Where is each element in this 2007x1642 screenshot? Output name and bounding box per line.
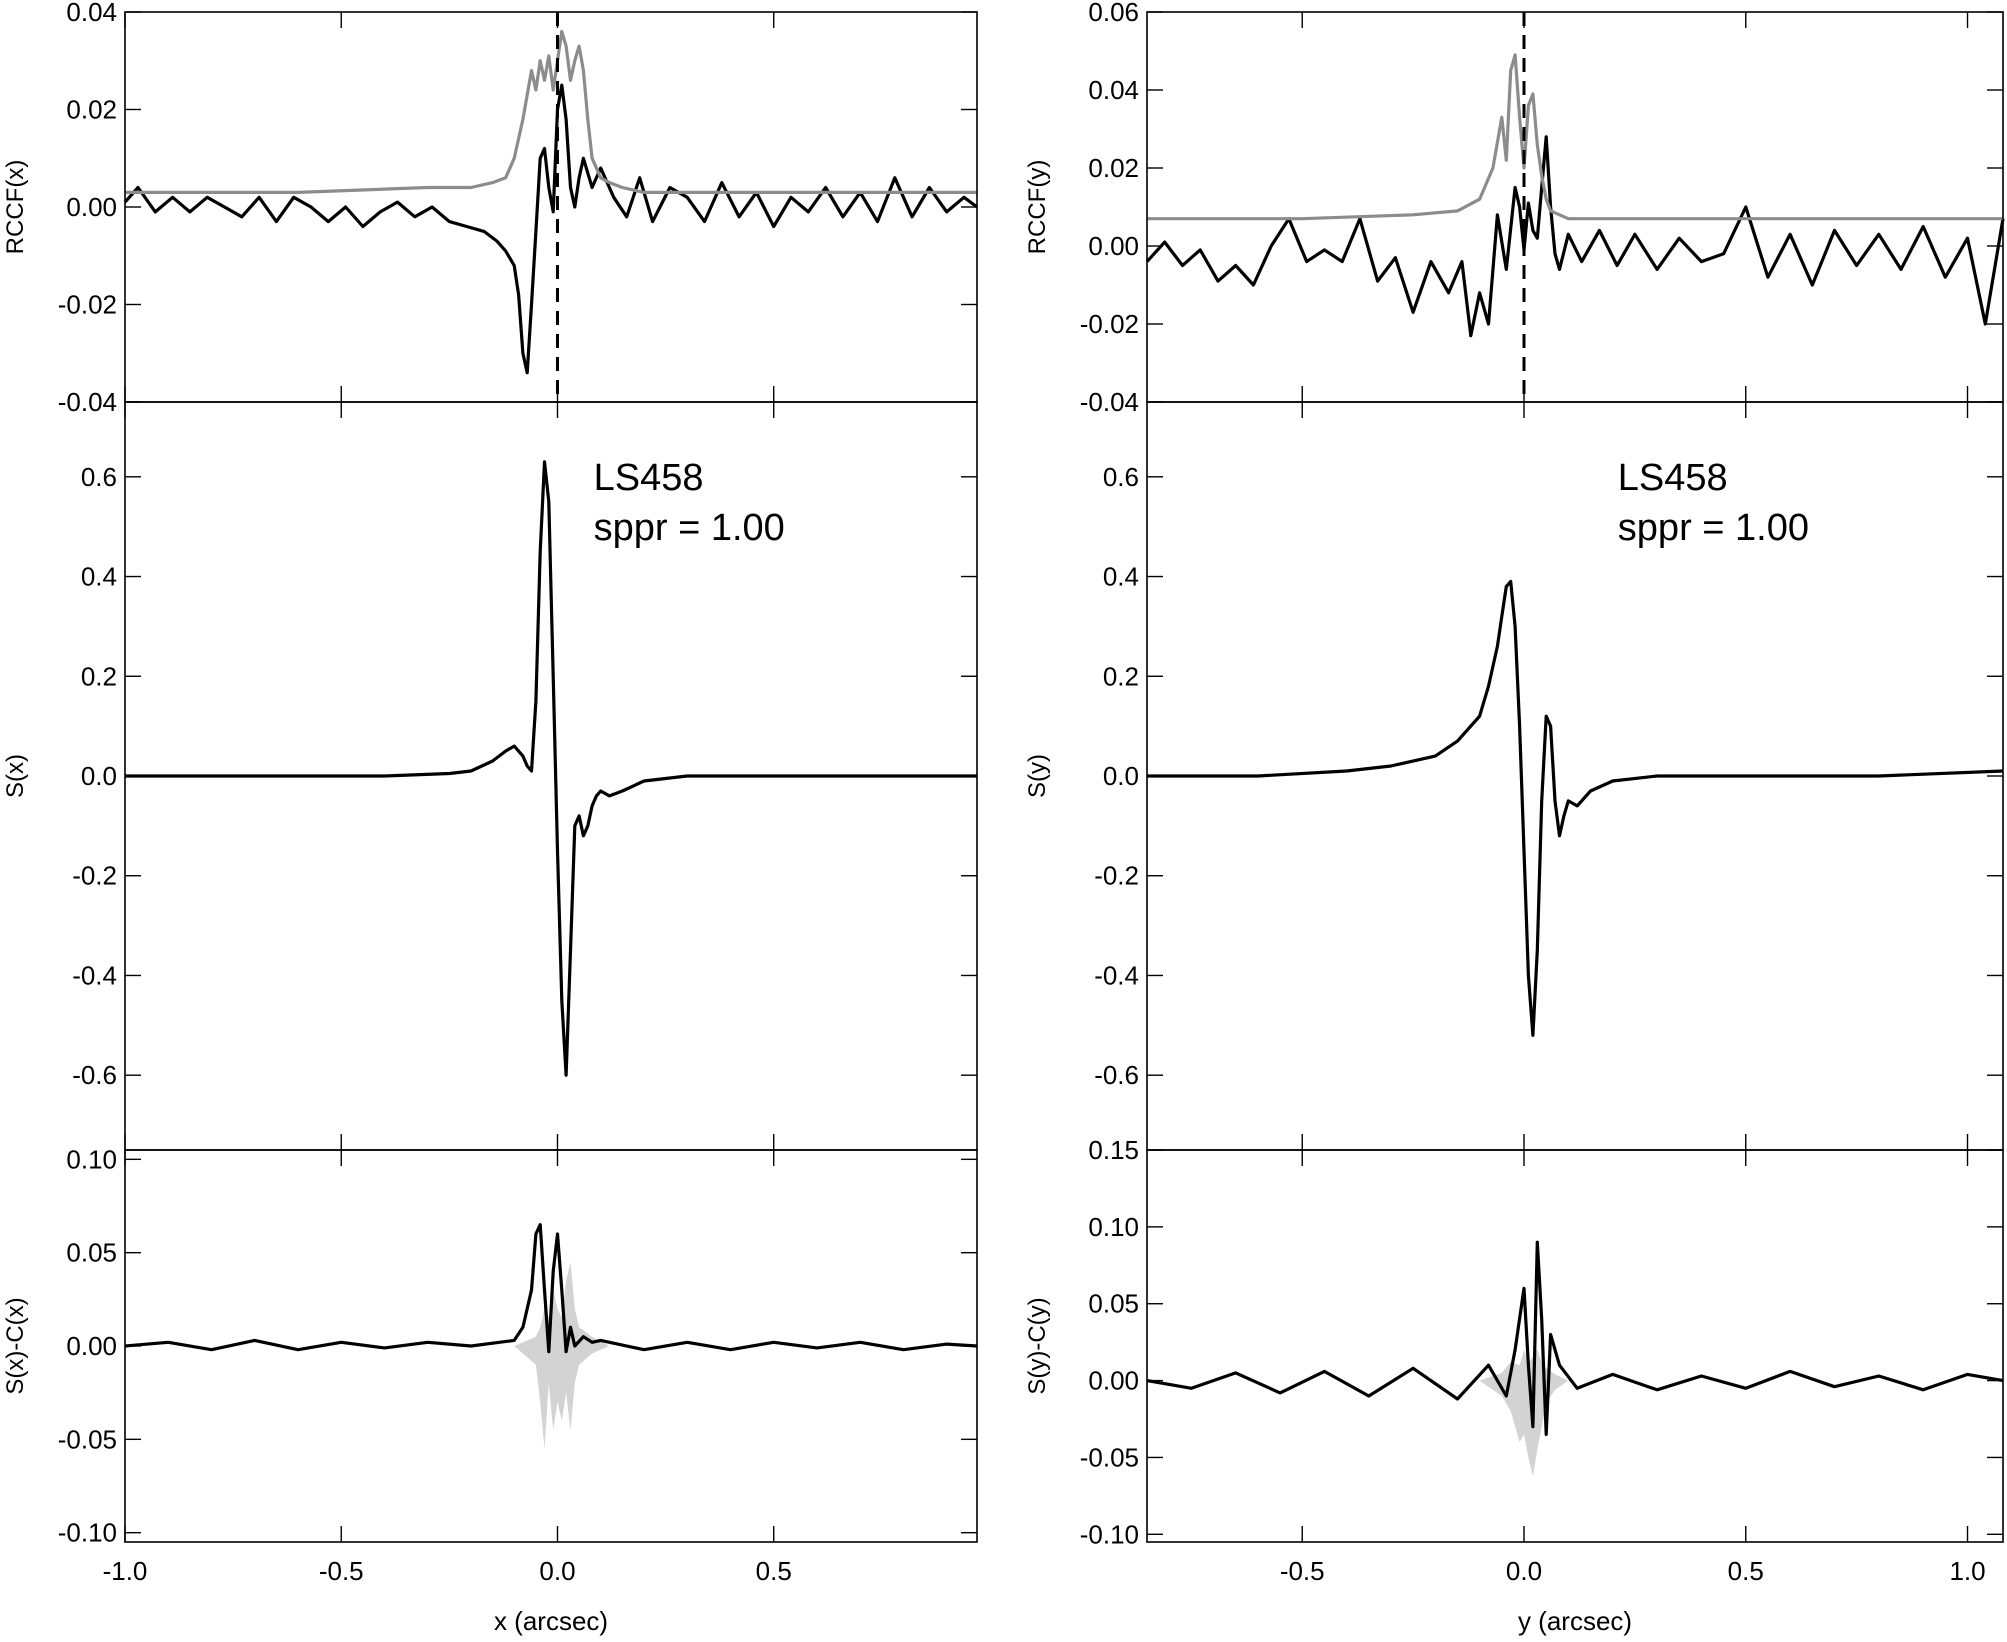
left-bottom-ytick-label: 0.05	[66, 1238, 117, 1268]
left-top-series-1	[125, 29, 977, 194]
right-bottom-ytick-label: -0.10	[1080, 1519, 1139, 1549]
left-top-ytick-label: 0.00	[66, 192, 117, 222]
left-top-series-0	[123, 83, 978, 375]
left-bottom-ylabel: S(x)-C(x)	[2, 1297, 29, 1394]
right-top-frame	[1146, 11, 2004, 403]
right-bottom-band-1	[1479, 1349, 1569, 1476]
left-bottom-xtick-label: -0.5	[319, 1556, 364, 1586]
right-middle-series-0	[1147, 579, 2004, 1037]
right-bottom-ytick-label: 0.15	[1088, 1135, 1139, 1165]
left-bottom-ytick-label: -0.05	[58, 1424, 117, 1454]
left-top-ytick-label: -0.02	[58, 290, 117, 320]
right-bottom-ylabel: S(y)-C(y)	[1024, 1297, 1051, 1394]
right-bottom-xtick-label: -0.5	[1280, 1556, 1325, 1586]
right-middle-ytick-label: -0.6	[1094, 1060, 1139, 1090]
left-middle-annotation-label: sppr = 1.00	[594, 507, 785, 549]
left-bottom-xtick-label: 0.5	[756, 1556, 792, 1586]
right-bottom-xtick-label: 0.0	[1506, 1556, 1542, 1586]
right-top-ytick-label: -0.02	[1080, 309, 1139, 339]
left-middle-annotation-name: LS458	[594, 457, 704, 499]
right-bottom-ytick-label: 0.05	[1088, 1289, 1139, 1319]
right-middle-annotation-name: LS458	[1618, 457, 1728, 499]
right-top-ytick-label: 0.04	[1088, 75, 1139, 105]
right-middle-annotation-label: sppr = 1.00	[1618, 507, 1809, 549]
left-bottom-xlabel: x (arcsec)	[494, 1606, 608, 1636]
right-top-ytick-label: 0.00	[1088, 231, 1139, 261]
right-middle-ytick-label: -0.4	[1094, 960, 1139, 990]
right-middle-ytick-label: 0.4	[1103, 562, 1139, 592]
left-bottom-xtick-label: 0.0	[539, 1556, 575, 1586]
right-bottom-frame	[1146, 1149, 2004, 1543]
left-bottom-ytick-label: -0.10	[58, 1518, 117, 1548]
left-bottom-xtick-label: -1.0	[103, 1556, 148, 1586]
left-middle-ytick-label: -0.2	[72, 861, 117, 891]
right-bottom-ytick-label: -0.05	[1080, 1442, 1139, 1472]
left-middle-series-0	[125, 460, 977, 1077]
left-middle-ytick-label: 0.6	[81, 462, 117, 492]
left-bottom-ytick-label: 0.10	[66, 1144, 117, 1174]
left-middle-ylabel: S(x)	[2, 754, 29, 798]
left-bottom-band-1	[514, 1262, 610, 1449]
left-middle-ytick-label: 0.2	[81, 661, 117, 691]
right-top-ytick-label: 0.02	[1088, 153, 1139, 183]
left-top-ytick-label: -0.04	[58, 387, 117, 417]
right-bottom-xtick-label: 1.0	[1949, 1556, 1985, 1586]
right-bottom-ytick-label: 0.00	[1088, 1366, 1139, 1396]
left-top-ytick-label: 0.02	[66, 95, 117, 125]
right-bottom-ytick-label: 0.10	[1088, 1212, 1139, 1242]
left-bottom-ytick-label: 0.00	[66, 1331, 117, 1361]
left-middle-ytick-label: -0.6	[72, 1060, 117, 1090]
right-top-series-1	[1147, 53, 2003, 221]
right-bottom-series-0	[1146, 1240, 2004, 1437]
right-middle-ylabel: S(y)	[1024, 754, 1051, 798]
left-middle-ytick-label: -0.4	[72, 960, 117, 990]
right-middle-ytick-label: 0.0	[1103, 761, 1139, 791]
right-top-ytick-label: 0.06	[1088, 0, 1139, 27]
right-middle-ytick-label: 0.6	[1103, 462, 1139, 492]
left-bottom-series-0	[124, 1223, 978, 1354]
left-middle-ytick-label: 0.4	[81, 562, 117, 592]
left-middle-ytick-label: 0.0	[81, 761, 117, 791]
right-middle-ytick-label: 0.2	[1103, 661, 1139, 691]
left-top-ytick-label: 0.04	[66, 0, 117, 27]
right-middle-ytick-label: -0.2	[1094, 861, 1139, 891]
right-bottom-xtick-label: 0.5	[1728, 1556, 1764, 1586]
right-top-series-0	[1145, 135, 2005, 338]
right-bottom-xlabel: y (arcsec)	[1518, 1606, 1632, 1636]
right-top-ytick-label: -0.04	[1080, 387, 1139, 417]
right-top-ylabel: RCCF(y)	[1024, 160, 1051, 255]
left-top-ylabel: RCCF(x)	[2, 160, 29, 255]
